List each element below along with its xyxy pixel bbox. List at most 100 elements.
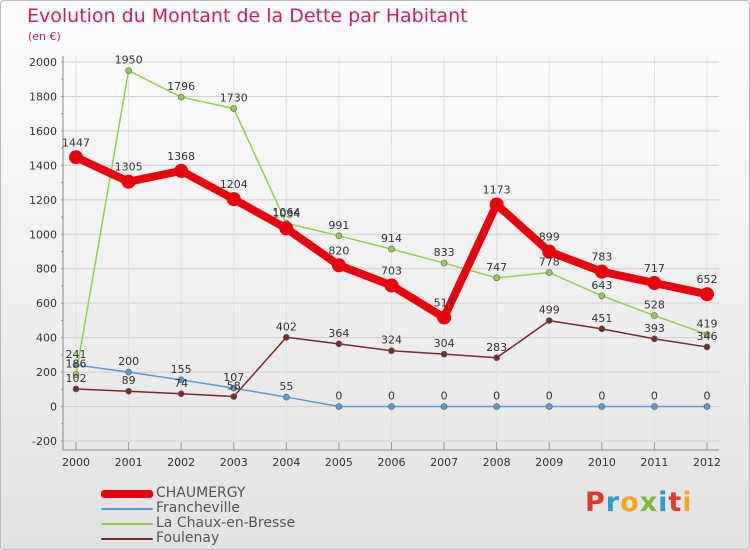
data-point-francheville	[283, 393, 290, 401]
data-point-francheville	[177, 376, 185, 384]
x-tick-label: 2006	[378, 456, 406, 469]
data-label-la-chaux-en-bresse: 747	[486, 261, 507, 274]
data-point-francheville	[598, 403, 606, 410]
data-label-foulenay: 402	[276, 320, 297, 333]
y-tick-label: 0	[50, 401, 57, 414]
data-label-foulenay: 346	[697, 330, 718, 343]
x-tick-label: 2002	[167, 456, 195, 469]
data-label-francheville: 0	[598, 390, 605, 403]
x-tick-label: 2003	[220, 456, 248, 469]
data-label-francheville: 0	[651, 390, 658, 403]
data-label-la-chaux-en-bresse: 991	[328, 219, 349, 232]
data-label-chaumergy: 717	[644, 262, 665, 275]
data-label-chaumergy: 1368	[167, 150, 195, 163]
data-point-la-chaux-en-bresse	[703, 331, 711, 338]
data-point-chaumergy	[226, 192, 241, 207]
legend-label: Foulenay	[156, 530, 220, 546]
data-label-francheville: 155	[171, 363, 192, 376]
data-point-chaumergy	[279, 221, 294, 236]
data-point-chaumergy	[437, 310, 452, 325]
data-point-chaumergy	[700, 287, 714, 302]
data-label-francheville: 0	[546, 390, 553, 403]
x-tick-label: 2008	[483, 456, 511, 469]
data-label-foulenay: 393	[644, 322, 665, 335]
data-point-foulenay	[598, 325, 606, 333]
data-label-la-chaux-en-bresse: 1730	[220, 92, 248, 105]
data-point-la-chaux-en-bresse	[440, 259, 448, 267]
data-label-chaumergy: 1204	[220, 178, 248, 191]
data-label-foulenay: 283	[486, 341, 507, 354]
legend-label: La Chaux-en-Bresse	[156, 515, 296, 531]
data-label-la-chaux-en-bresse: 186	[66, 358, 87, 371]
data-point-chaumergy	[384, 278, 399, 293]
data-point-la-chaux-en-bresse	[177, 93, 185, 101]
data-point-chaumergy	[121, 174, 136, 189]
y-tick-label: 1600	[29, 125, 57, 138]
data-point-chaumergy	[594, 264, 609, 279]
data-label-la-chaux-en-bresse: 528	[644, 299, 665, 312]
data-label-la-chaux-en-bresse: 914	[381, 232, 402, 245]
data-point-la-chaux-en-bresse	[230, 105, 238, 112]
data-label-foulenay: 499	[539, 304, 560, 317]
data-label-foulenay: 304	[434, 337, 455, 350]
data-point-foulenay	[283, 333, 290, 341]
data-label-la-chaux-en-bresse: 1064	[272, 206, 300, 219]
legend-label: CHAUMERGY	[156, 485, 246, 501]
data-label-chaumergy: 1034	[272, 207, 300, 220]
data-point-francheville	[440, 403, 448, 410]
data-point-foulenay	[230, 393, 238, 400]
data-point-la-chaux-en-bresse	[651, 312, 658, 319]
x-tick-label: 2004	[272, 456, 300, 469]
data-label-francheville: 241	[66, 348, 87, 361]
data-point-la-chaux-en-bresse	[335, 232, 343, 240]
data-point-la-chaux-en-bresse	[493, 274, 500, 282]
proxiti-logo: Proxiti	[585, 487, 693, 518]
y-tick-label: 1400	[29, 159, 57, 172]
data-label-chaumergy: 703	[381, 264, 402, 277]
legend: CHAUMERGY Francheville La Chaux-en-Bresse F…	[101, 486, 295, 546]
chart-subtitle: (en €)	[28, 30, 61, 43]
y-tick-label: 200	[36, 366, 57, 379]
data-point-foulenay	[125, 387, 132, 395]
data-point-francheville	[335, 403, 343, 410]
data-label-chaumergy: 783	[591, 251, 612, 264]
data-point-la-chaux-en-bresse	[545, 269, 553, 276]
data-point-foulenay	[388, 347, 395, 355]
logo-letter: t	[668, 487, 683, 518]
data-point-la-chaux-en-bresse	[125, 67, 132, 74]
data-point-francheville	[125, 368, 132, 376]
data-point-chaumergy	[542, 244, 557, 259]
data-point-foulenay	[493, 354, 500, 362]
data-label-la-chaux-en-bresse: 778	[539, 256, 560, 269]
data-point-francheville	[388, 403, 395, 410]
x-tick-label: 2001	[115, 456, 143, 469]
x-tick-label: 2011	[640, 456, 668, 469]
data-point-foulenay	[440, 350, 448, 358]
data-label-la-chaux-en-bresse: 643	[591, 279, 612, 292]
y-tick-label: 600	[36, 297, 57, 310]
x-tick-label: 2010	[588, 456, 616, 469]
data-label-foulenay: 89	[122, 374, 136, 387]
x-tick-label: 2000	[62, 456, 90, 469]
data-label-la-chaux-en-bresse: 1950	[115, 54, 143, 67]
data-label-chaumergy: 517	[434, 296, 455, 309]
x-tick-label: 2005	[325, 456, 353, 469]
data-point-la-chaux-en-bresse	[72, 371, 80, 378]
data-point-foulenay	[545, 317, 553, 324]
data-point-chaumergy	[174, 163, 189, 178]
data-label-chaumergy: 1305	[115, 161, 143, 174]
data-label-foulenay: 364	[328, 327, 349, 340]
data-label-foulenay: 102	[66, 372, 87, 385]
data-point-chaumergy	[331, 258, 346, 273]
data-point-francheville	[545, 403, 553, 410]
legend-item-la-chaux-en-bresse: La Chaux-en-Bresse	[101, 516, 295, 531]
data-point-foulenay	[651, 335, 658, 343]
legend-label: Francheville	[156, 500, 240, 516]
data-label-francheville: 0	[335, 390, 342, 403]
y-tick-label: -200	[32, 435, 57, 448]
legend-swatch	[101, 522, 153, 525]
data-label-francheville: 0	[704, 390, 711, 403]
data-point-francheville	[651, 403, 658, 410]
